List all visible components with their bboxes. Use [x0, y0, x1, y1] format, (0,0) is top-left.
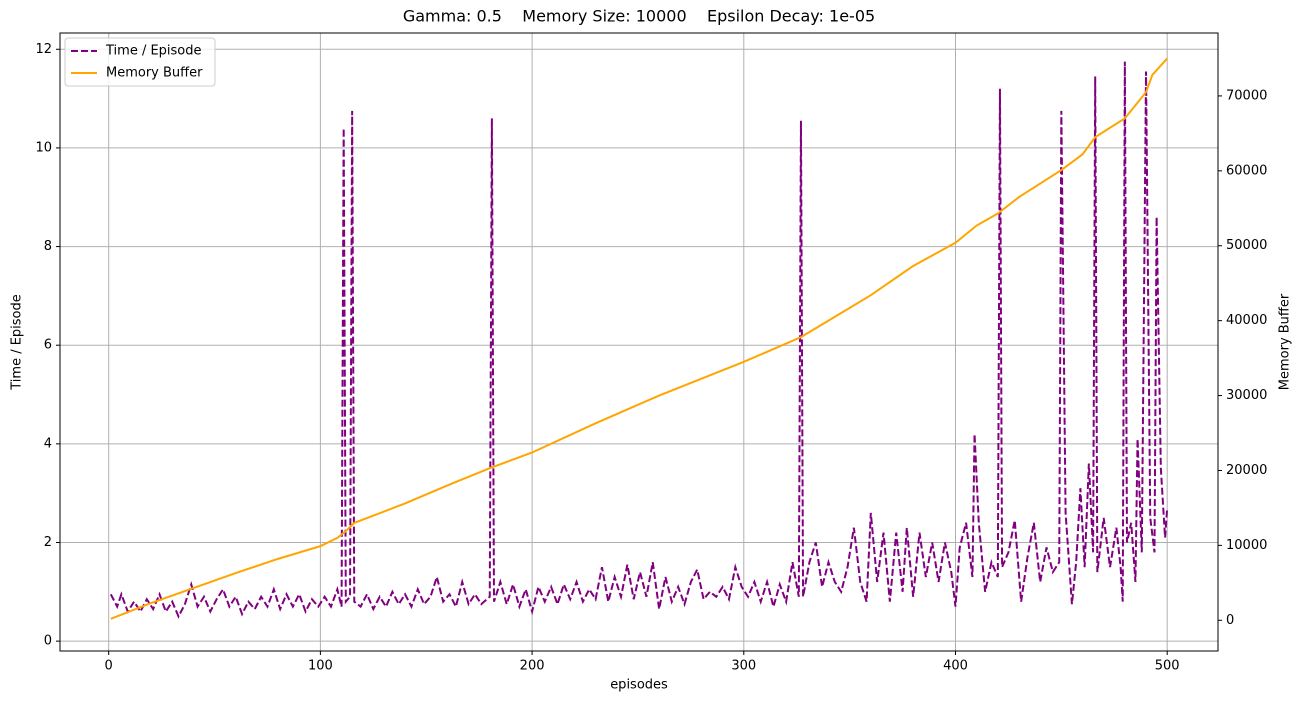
x-tick-label: 200 [520, 659, 545, 674]
y2-axis-label: Memory Buffer [1278, 293, 1293, 390]
x-tick-label: 500 [1155, 659, 1180, 674]
x-tick-label: 400 [943, 659, 968, 674]
y-tick-label: 10 [35, 140, 52, 155]
data-line [110, 57, 1168, 620]
y-tick-label: 0 [44, 634, 52, 649]
y-tick-label: 6 [44, 338, 52, 353]
y2-tick-label: 30000 [1226, 388, 1267, 403]
plot-frame [59, 32, 1219, 652]
legend-label: Memory Buffer [106, 66, 203, 81]
y2-tick-label: 40000 [1226, 313, 1267, 328]
chart-title: Gamma: 0.5 Memory Size: 10000 Epsilon De… [403, 7, 875, 26]
y-tick-label: 4 [44, 436, 52, 451]
x-axis-label: episodes [610, 678, 668, 693]
y-axis-label: Time / Episode [10, 294, 25, 391]
legend-label: Time / Episode [105, 44, 202, 59]
y-tick-label: 12 [35, 42, 52, 57]
y2-tick-label: 10000 [1226, 538, 1267, 553]
data-line [109, 61, 1169, 619]
y-tick-label: 8 [44, 239, 52, 254]
y2-tick-label: 70000 [1226, 88, 1267, 103]
legend-box [64, 37, 216, 87]
x-tick-label: 0 [105, 659, 113, 674]
y-tick-label: 2 [44, 535, 52, 550]
x-tick-label: 300 [731, 659, 756, 674]
y2-tick-label: 0 [1226, 613, 1234, 628]
y2-tick-label: 60000 [1226, 163, 1267, 178]
y2-tick-label: 50000 [1226, 238, 1267, 253]
x-tick-label: 100 [308, 659, 333, 674]
y2-tick-label: 20000 [1226, 463, 1267, 478]
